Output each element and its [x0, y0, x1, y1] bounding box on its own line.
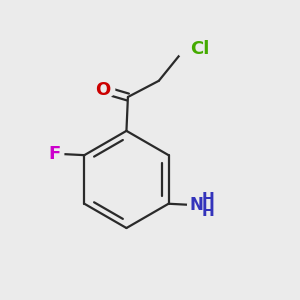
Ellipse shape: [188, 193, 218, 218]
Text: H: H: [202, 204, 214, 219]
Ellipse shape: [46, 146, 64, 162]
Ellipse shape: [177, 41, 206, 59]
Text: H: H: [202, 192, 214, 207]
Text: Cl: Cl: [190, 40, 210, 58]
Text: O: O: [95, 81, 110, 99]
Text: N: N: [190, 196, 203, 214]
Ellipse shape: [91, 81, 115, 98]
Text: F: F: [49, 145, 61, 163]
